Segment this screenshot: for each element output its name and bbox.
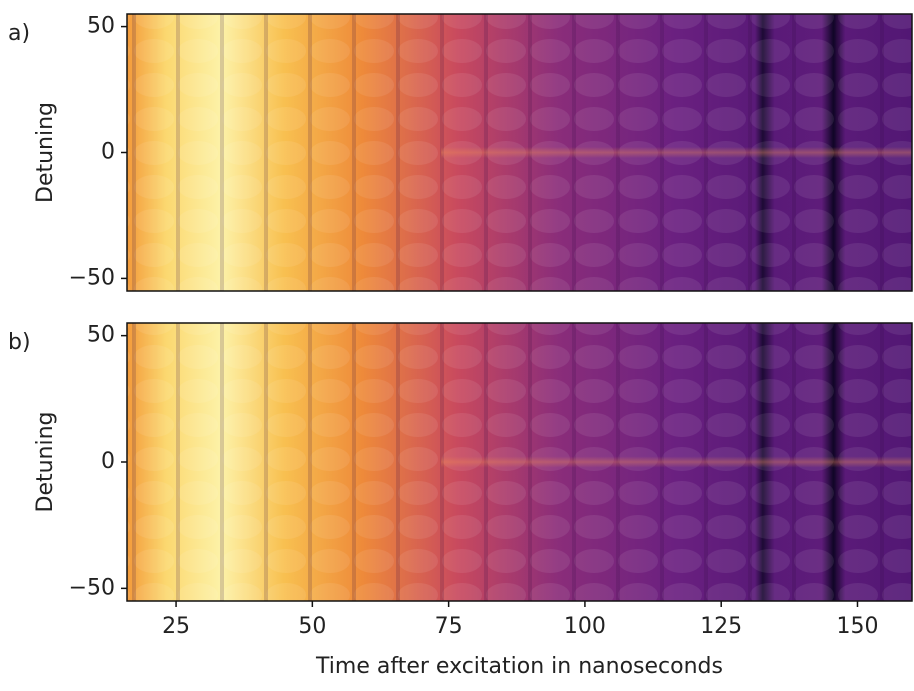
x-tick-label: 125 [700, 614, 742, 639]
y-tick-label: 50 [87, 323, 115, 348]
heatmap-center-band [441, 323, 912, 601]
y-tick-label: −50 [69, 265, 115, 290]
x-tick-label: 75 [435, 614, 463, 639]
x-tick-label: 50 [298, 614, 326, 639]
y-tick-label: −50 [69, 575, 115, 600]
x-tick-label: 150 [836, 614, 878, 639]
x-axis-label: Time after excitation in nanoseconds [315, 654, 723, 679]
y-axis-label: Detuning [33, 411, 58, 512]
y-tick-label: 0 [101, 140, 115, 165]
y-tick-label: 0 [101, 449, 115, 474]
panel-label: a) [8, 21, 30, 46]
y-tick-label: 50 [87, 14, 115, 39]
x-tick-label: 25 [162, 614, 190, 639]
heatmap-center-band [441, 14, 912, 291]
x-tick-label: 100 [564, 614, 606, 639]
y-axis-label: Detuning [33, 102, 58, 203]
panel-label: b) [8, 330, 31, 355]
